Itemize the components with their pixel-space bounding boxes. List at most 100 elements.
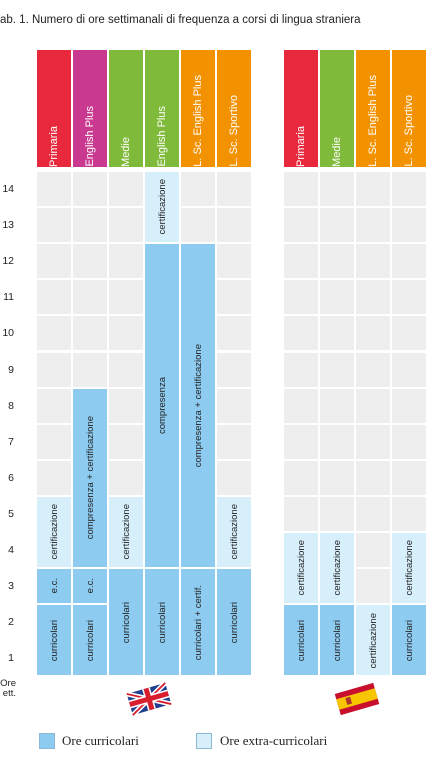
grid-cell [320,280,354,315]
grid-cell [217,208,251,243]
grid-cell [284,208,318,243]
hour-label: 2 [8,616,14,629]
column-header-label: L. Sc. Sportivo [403,95,415,167]
hour-label: 8 [8,399,14,412]
hour-label: 12 [2,255,14,268]
grid-cell [109,460,143,495]
grid-cell [356,569,390,604]
column-header-label: L. Sc. English Plus [367,75,379,167]
extra-hours-block: certificazione [356,605,390,676]
curricular-hours-block: curricolari [217,569,251,676]
column-header-label: English Plus [84,106,96,167]
extra-hours-block: certificazione [109,496,143,567]
footer-line-1: Ore [0,678,16,689]
grid-cell [37,352,71,387]
grid-cell [320,352,354,387]
grid-cell [109,316,143,351]
hour-label: 6 [8,471,14,484]
column-header-label: L. Sc. English Plus [192,75,204,167]
grid-cell [284,316,318,351]
grid-cell [37,460,71,495]
hour-label: 14 [2,183,14,195]
grid-cell [320,388,354,423]
grid-cell [392,424,426,459]
grid-cell [284,352,318,387]
block-label: certificazione [403,540,415,596]
grid-cell [356,460,390,495]
grid-cell [392,244,426,279]
column-header: L. Sc. English Plus [356,50,390,167]
column-header-label: English Plus [156,106,168,167]
grid-cell [284,388,318,423]
extra-hours-block: certificazione [284,533,318,604]
block-label: certificazione [295,540,307,596]
curricular-hours-block: compresenza [145,244,179,567]
grid-cell [37,208,71,243]
curricular-hours-block: compresenza + certificazione [73,388,107,567]
grid-cell [217,424,251,459]
block-label: certificazione [120,504,132,560]
hour-label: 3 [8,580,14,593]
column-header: Medie [320,50,354,167]
column-header: Medie [109,50,143,167]
block-label: curricolari [48,619,60,661]
column-header: Primaria [37,50,71,167]
block-label: certificazione [48,504,60,560]
legend-curricolari-swatch [39,733,55,749]
hour-label: 1 [8,652,14,665]
grid-cell [109,352,143,387]
grid-cell [37,388,71,423]
grid-cell [109,244,143,279]
curricular-hours-block: curricolari [37,605,71,676]
hour-label: 5 [8,507,14,520]
grid-cell [392,460,426,495]
grid-cell [392,388,426,423]
grid-cell [37,280,71,315]
column-header: Primaria [284,50,318,167]
curricular-hours-block: curricolari + certif. [181,569,215,676]
curricular-hours-block: curricolari [109,569,143,676]
column-header: L. Sc. English Plus [181,50,215,167]
grid-cell [181,208,215,243]
hours-footer-label: Ore ett. [0,679,16,699]
grid-cell [73,208,107,243]
block-label: certificazione [367,612,379,668]
column-header-label: Medie [331,137,343,167]
grid-cell [73,172,107,206]
grid-cell [320,424,354,459]
column-header-label: Primaria [295,126,307,167]
grid-cell [320,496,354,531]
grid-cell [392,496,426,531]
grid-cell [37,172,71,206]
column-header-label: L. Sc. Sportivo [228,95,240,167]
grid-cell [392,172,426,206]
grid-cell [320,316,354,351]
block-label: curricolari [295,619,307,661]
grid-cell [217,280,251,315]
grid-cell [37,316,71,351]
hour-label: 11 [3,291,14,304]
hour-label: 10 [2,327,14,340]
grid-cell [284,496,318,531]
grid-cell [217,244,251,279]
curricular-hours-block: curricolari [73,605,107,676]
grid-cell [356,316,390,351]
grid-cell [109,208,143,243]
grid-cell [109,280,143,315]
grid-cell [109,388,143,423]
hour-label: 7 [8,435,14,448]
curricular-hours-block: curricolari [284,605,318,676]
grid-cell [392,280,426,315]
block-label: curricolari [120,601,132,643]
table-title: ab. 1. Numero di ore settimanali di freq… [0,14,361,26]
grid-cell [356,388,390,423]
column-header: L. Sc. Sportivo [392,50,426,167]
grid-cell [320,208,354,243]
grid-cell [73,244,107,279]
block-label: curricolari [403,619,415,661]
legend-extra-label: Ore extra-curricolari [220,733,328,748]
block-label: curricolari [228,601,240,643]
grid-cell [356,280,390,315]
grid-cell [356,424,390,459]
grid-cell [392,352,426,387]
